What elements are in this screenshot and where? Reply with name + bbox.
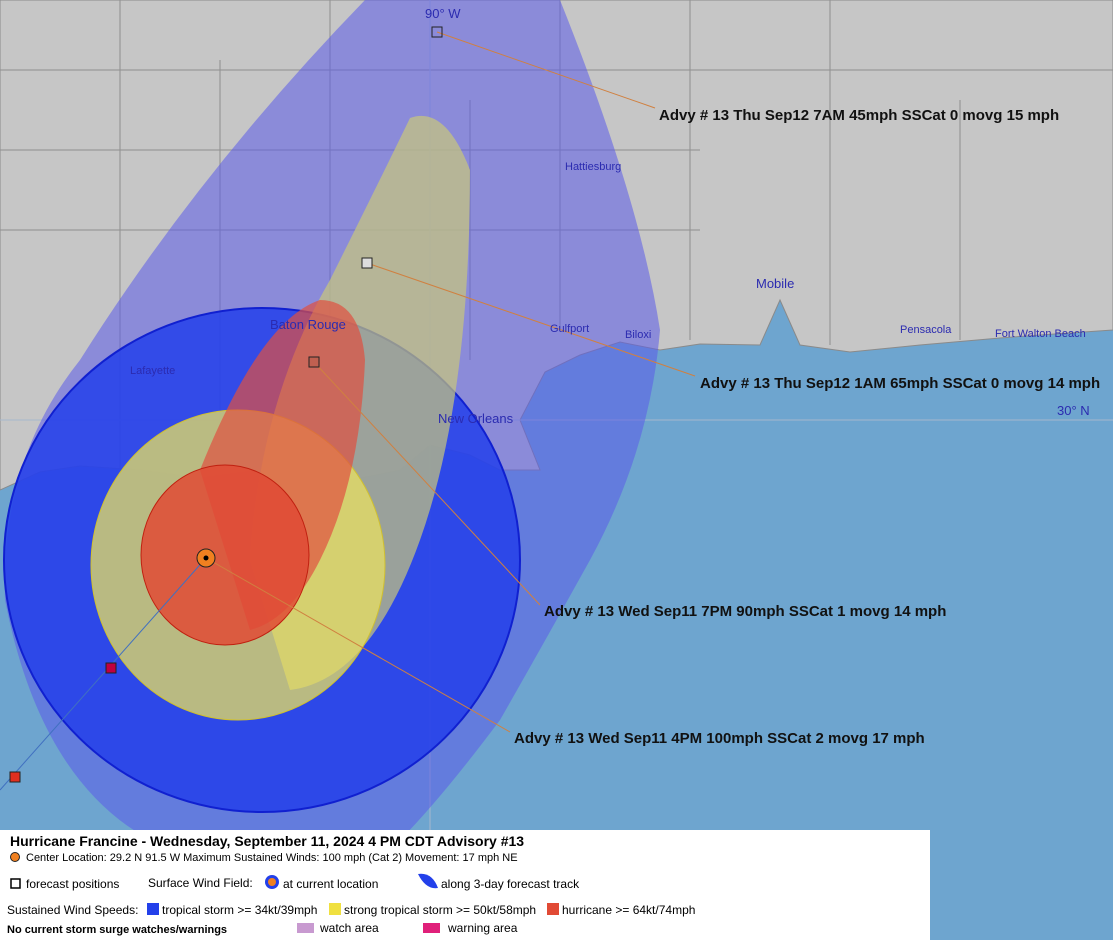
wind-icon <box>268 878 276 886</box>
legend-text: warning area <box>447 921 518 935</box>
legend-text: forecast positions <box>26 877 119 891</box>
legend-text: strong tropical storm >= 50kt/58mph <box>344 903 536 917</box>
legend-text: Surface Wind Field: <box>148 876 253 890</box>
forecast-position <box>308 356 320 368</box>
legend-text: tropical storm >= 34kt/39mph <box>162 903 317 917</box>
city-label: Biloxi <box>625 329 651 341</box>
city-label: Hattiesburg <box>565 161 621 173</box>
city-label: Lafayette <box>130 365 175 377</box>
longitude-label: 90° W <box>425 6 461 21</box>
hurricane-wind-field <box>140 464 310 646</box>
forecast-icon <box>10 878 21 889</box>
swatch <box>423 923 440 933</box>
past-position <box>9 771 21 783</box>
advisory-label: Advy # 13 Wed Sep11 7PM 90mph SSCat 1 mo… <box>544 603 946 620</box>
legend-text: at current location <box>283 877 378 891</box>
city-label: Baton Rouge <box>270 317 346 332</box>
legend-text: No current storm surge watches/warnings <box>7 924 227 936</box>
city-label: Fort Walton Beach <box>995 328 1086 340</box>
advisory-label: Advy # 13 Thu Sep12 7AM 45mph SSCat 0 mo… <box>659 107 1059 124</box>
city-label: Mobile <box>756 276 794 291</box>
legend: Hurricane Francine - Wednesday, Septembe… <box>0 830 930 940</box>
past-track <box>0 557 207 791</box>
advisory-leaders <box>205 31 696 733</box>
swatch <box>329 903 341 915</box>
swatch <box>297 923 314 933</box>
past-position <box>105 662 117 674</box>
storm-center-dot <box>203 555 209 561</box>
legend-text: watch area <box>319 921 379 935</box>
legend-text: along 3-day forecast track <box>441 877 580 891</box>
city-label: Gulfport <box>550 323 589 335</box>
city-label: Pensacola <box>900 324 952 336</box>
advisory-label: Advy # 13 Thu Sep12 1AM 65mph SSCat 0 mo… <box>700 375 1100 392</box>
legend-box <box>0 830 930 940</box>
legend-text: hurricane >= 64kt/74mph <box>562 903 695 917</box>
forecast-position <box>431 26 443 38</box>
latitude-label: 30° N <box>1057 403 1090 418</box>
city-label: New Orleans <box>438 411 514 426</box>
forecast-position <box>361 257 373 269</box>
swatch <box>547 903 559 915</box>
center-icon <box>10 852 20 862</box>
track-icon <box>418 873 438 889</box>
legend-text: Sustained Wind Speeds: <box>7 903 138 917</box>
advisory-label: Advy # 13 Wed Sep11 4PM 100mph SSCat 2 m… <box>514 730 925 747</box>
legend-center: Center Location: 29.2 N 91.5 W Maximum S… <box>26 852 518 864</box>
legend-title: Hurricane Francine - Wednesday, Septembe… <box>10 833 524 849</box>
swatch <box>147 903 159 915</box>
